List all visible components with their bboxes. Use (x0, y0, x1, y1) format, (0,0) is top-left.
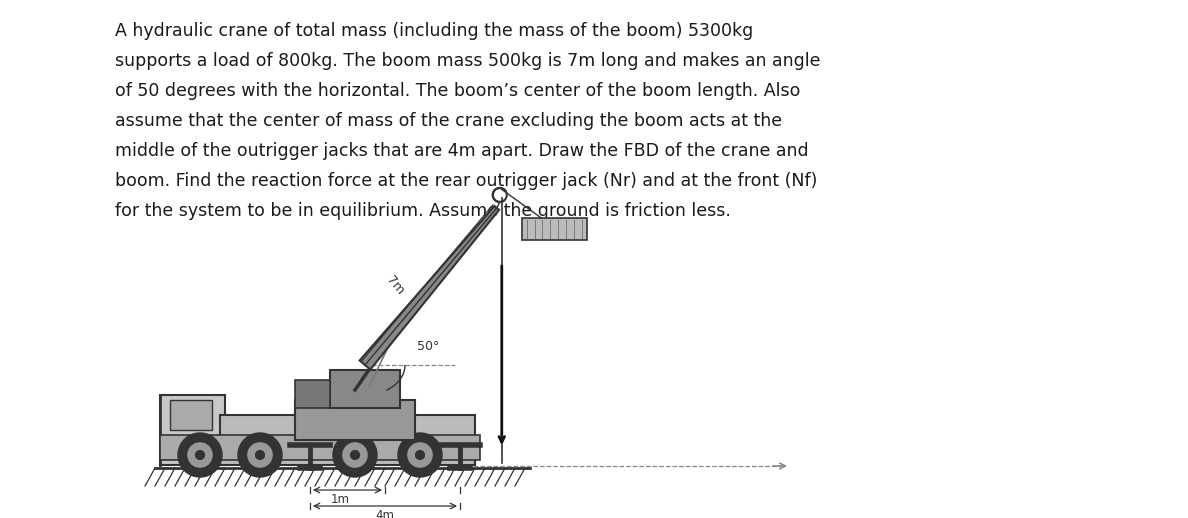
Bar (295, 380, 330, 408)
Text: for the system to be in equilibrium. Assume the ground is friction less.: for the system to be in equilibrium. Ass… (115, 202, 731, 220)
Circle shape (416, 451, 424, 459)
Circle shape (350, 451, 360, 459)
Text: A hydraulic crane of total mass (including the mass of the boom) 5300kg: A hydraulic crane of total mass (includi… (115, 22, 753, 40)
Text: assume that the center of mass of the crane excluding the boom acts at the: assume that the center of mass of the cr… (115, 112, 782, 130)
Text: of 50 degrees with the horizontal. The boom’s center of the boom length. Also: of 50 degrees with the horizontal. The b… (115, 82, 801, 100)
Text: 4m: 4m (375, 509, 394, 518)
Text: middle of the outrigger jacks that are 4m apart. Draw the FBD of the crane and: middle of the outrigger jacks that are 4… (115, 142, 809, 160)
Text: supports a load of 800kg. The boom mass 500kg is 7m long and makes an angle: supports a load of 800kg. The boom mass … (115, 52, 821, 70)
Text: 50°: 50° (417, 340, 440, 353)
Circle shape (398, 433, 442, 477)
Circle shape (248, 443, 272, 467)
Text: 1m: 1m (330, 493, 349, 506)
Circle shape (333, 433, 377, 477)
Circle shape (196, 451, 204, 459)
Bar (170, 400, 211, 430)
Text: 7m: 7m (384, 274, 406, 297)
Text: boom. Find the reaction force at the rear outrigger jack (Nr) and at the front (: boom. Find the reaction force at the rea… (115, 172, 817, 190)
Circle shape (188, 443, 213, 467)
Bar (160, 395, 225, 465)
Circle shape (255, 451, 265, 459)
Bar (220, 415, 475, 465)
Circle shape (343, 443, 367, 467)
Polygon shape (360, 206, 499, 369)
Circle shape (407, 443, 432, 467)
Bar (295, 400, 415, 440)
Bar (522, 218, 587, 240)
Bar (160, 435, 480, 460)
Circle shape (238, 433, 282, 477)
Circle shape (178, 433, 222, 477)
Bar (330, 370, 400, 408)
